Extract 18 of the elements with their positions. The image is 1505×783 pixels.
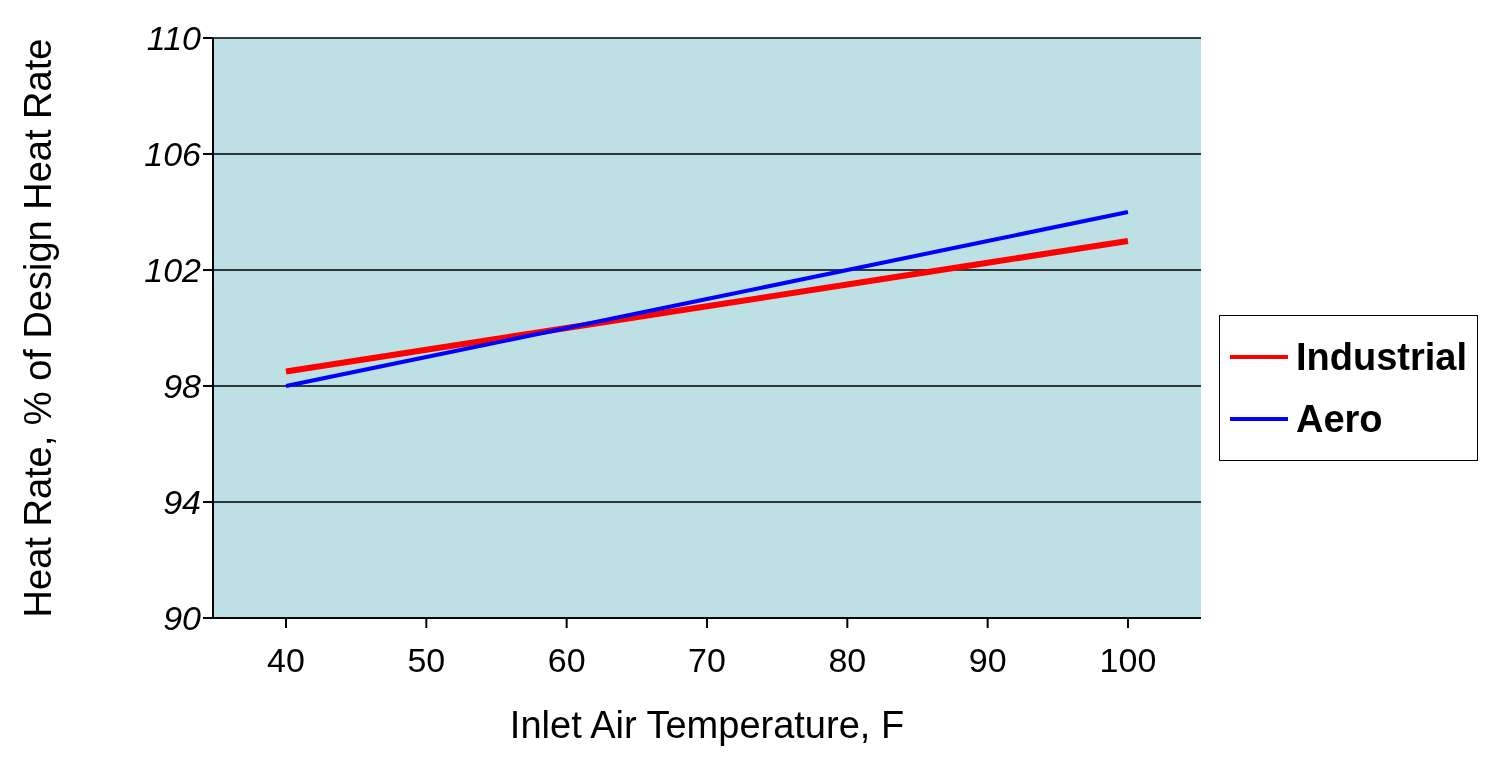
x-tick-label: 70 — [688, 641, 726, 680]
x-tick-label: 90 — [968, 641, 1007, 680]
legend-label: Aero — [1294, 397, 1384, 442]
y-tick-label: 106 — [144, 135, 202, 174]
y-tick-label: 110 — [146, 19, 202, 58]
line-series — [284, 210, 1130, 388]
x-tick-label: 100 — [1099, 641, 1157, 680]
y-tick-label: 102 — [144, 251, 202, 290]
legend-label: Industrial — [1294, 335, 1467, 380]
y-tick-label: 90 — [163, 599, 202, 638]
x-tick-label: 50 — [407, 641, 446, 680]
x-tick-label: 80 — [828, 641, 867, 680]
y-axis-title: Heat Rate, % of Design Heat Rate — [17, 38, 60, 618]
x-tick-label: 60 — [547, 641, 586, 680]
y-tick-label: 94 — [163, 483, 201, 522]
y-tick-label: 98 — [163, 367, 202, 406]
x-axis-title: Inlet Air Temperature, F — [509, 704, 905, 746]
x-tick-label: 40 — [267, 641, 305, 680]
